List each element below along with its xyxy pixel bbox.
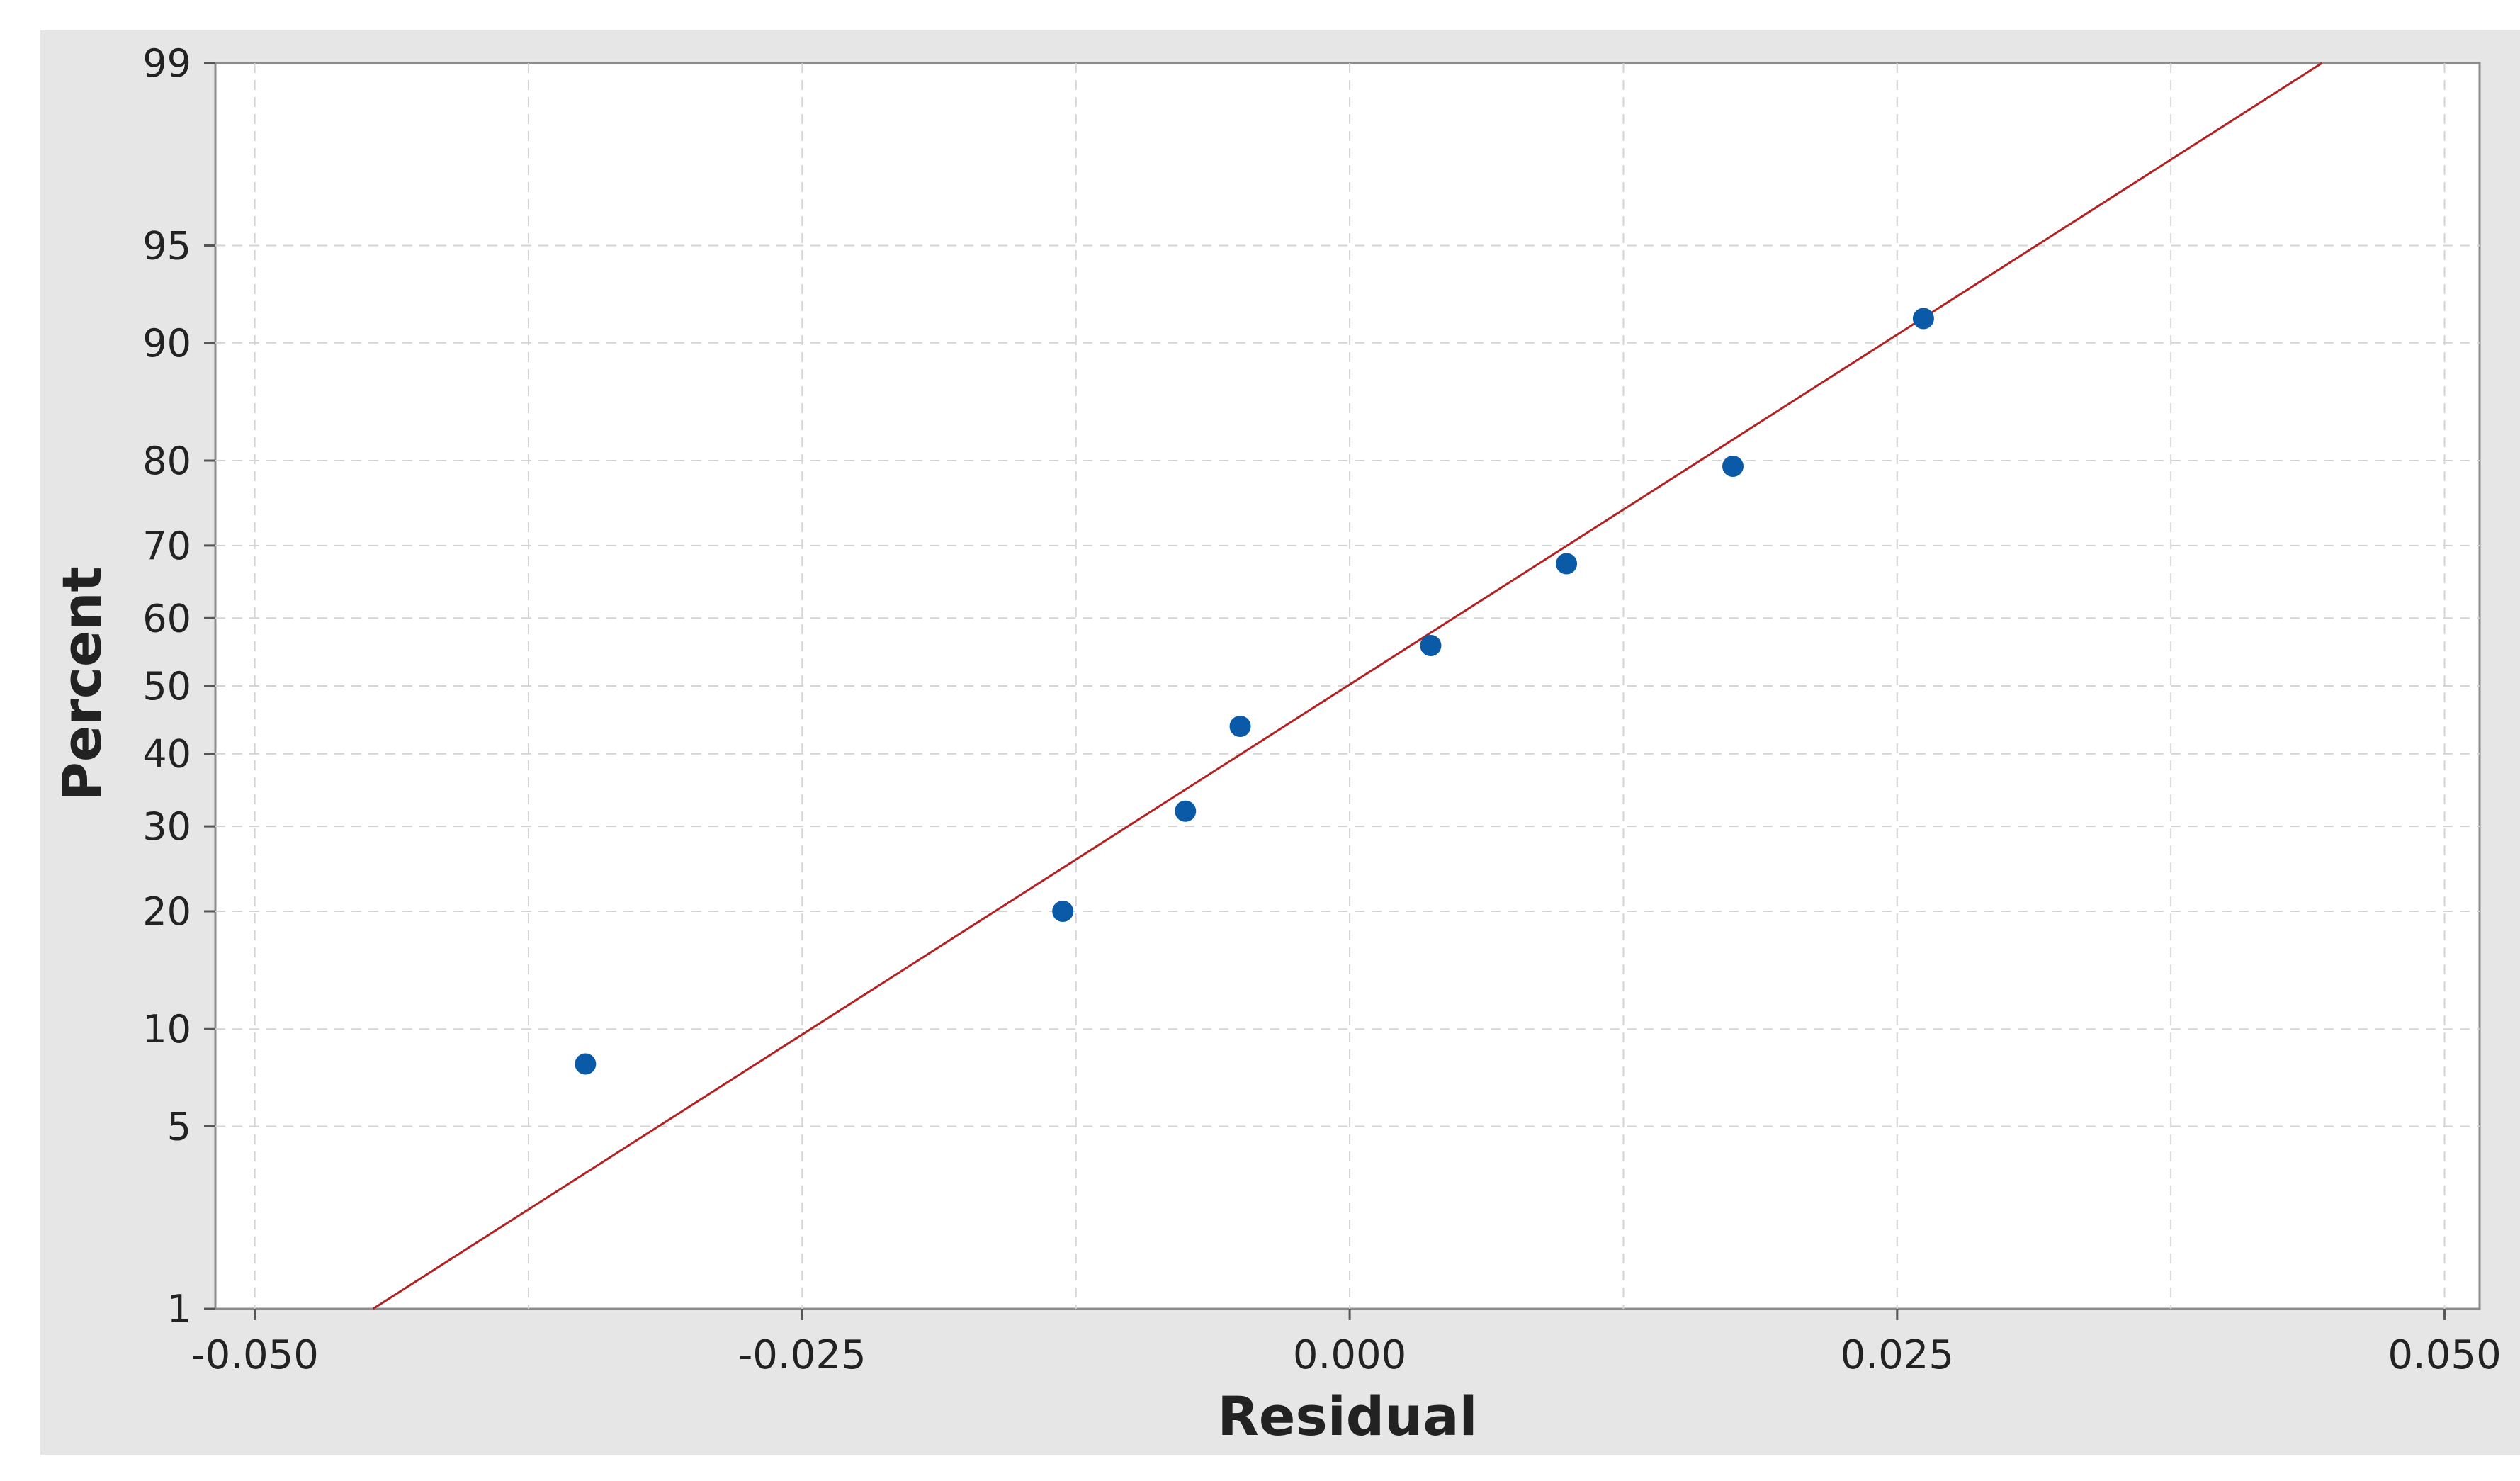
- data-point: [1912, 308, 1934, 330]
- y-tick-label: 1: [167, 1287, 191, 1331]
- x-tick-label: 0.050: [2388, 1332, 2501, 1378]
- grid-lines: [215, 63, 2480, 1309]
- fit-line-layer: [372, 62, 2323, 1310]
- y-axis-ticks: 1 5 10 20 30 40 50 60 70 80 90 95 99: [142, 41, 215, 1331]
- x-tick-label: 0.025: [1841, 1332, 1954, 1378]
- y-tick-label: 40: [142, 732, 191, 777]
- y-tick-label: 10: [142, 1007, 191, 1052]
- y-tick-label: 95: [142, 223, 191, 268]
- y-tick-label: 20: [142, 889, 191, 934]
- y-tick-label: 50: [142, 664, 191, 709]
- fit-line: [372, 62, 2323, 1310]
- x-axis-ticks: -0.050 -0.025 0.000 0.025 0.050: [191, 1309, 2502, 1378]
- data-points: [575, 308, 1934, 1075]
- data-point: [1175, 800, 1197, 822]
- y-axis-label: Percent: [50, 566, 113, 801]
- y-tick-label: 80: [142, 439, 191, 483]
- y-tick-label: 99: [142, 41, 191, 86]
- x-tick-label: 0.000: [1293, 1332, 1406, 1378]
- x-tick-label: -0.025: [738, 1332, 866, 1378]
- y-tick-label: 60: [142, 596, 191, 641]
- data-point: [575, 1053, 597, 1075]
- y-tick-label: 90: [142, 321, 191, 366]
- data-point: [1556, 553, 1578, 575]
- y-tick-label: 30: [142, 804, 191, 849]
- data-point: [1722, 456, 1744, 478]
- data-point: [1420, 634, 1442, 656]
- x-axis-label: Residual: [1217, 1385, 1477, 1448]
- y-tick-label: 5: [167, 1105, 191, 1149]
- data-point: [1229, 716, 1251, 738]
- data-point: [1052, 901, 1074, 923]
- y-tick-label: 70: [142, 524, 191, 568]
- x-tick-label: -0.050: [191, 1332, 319, 1378]
